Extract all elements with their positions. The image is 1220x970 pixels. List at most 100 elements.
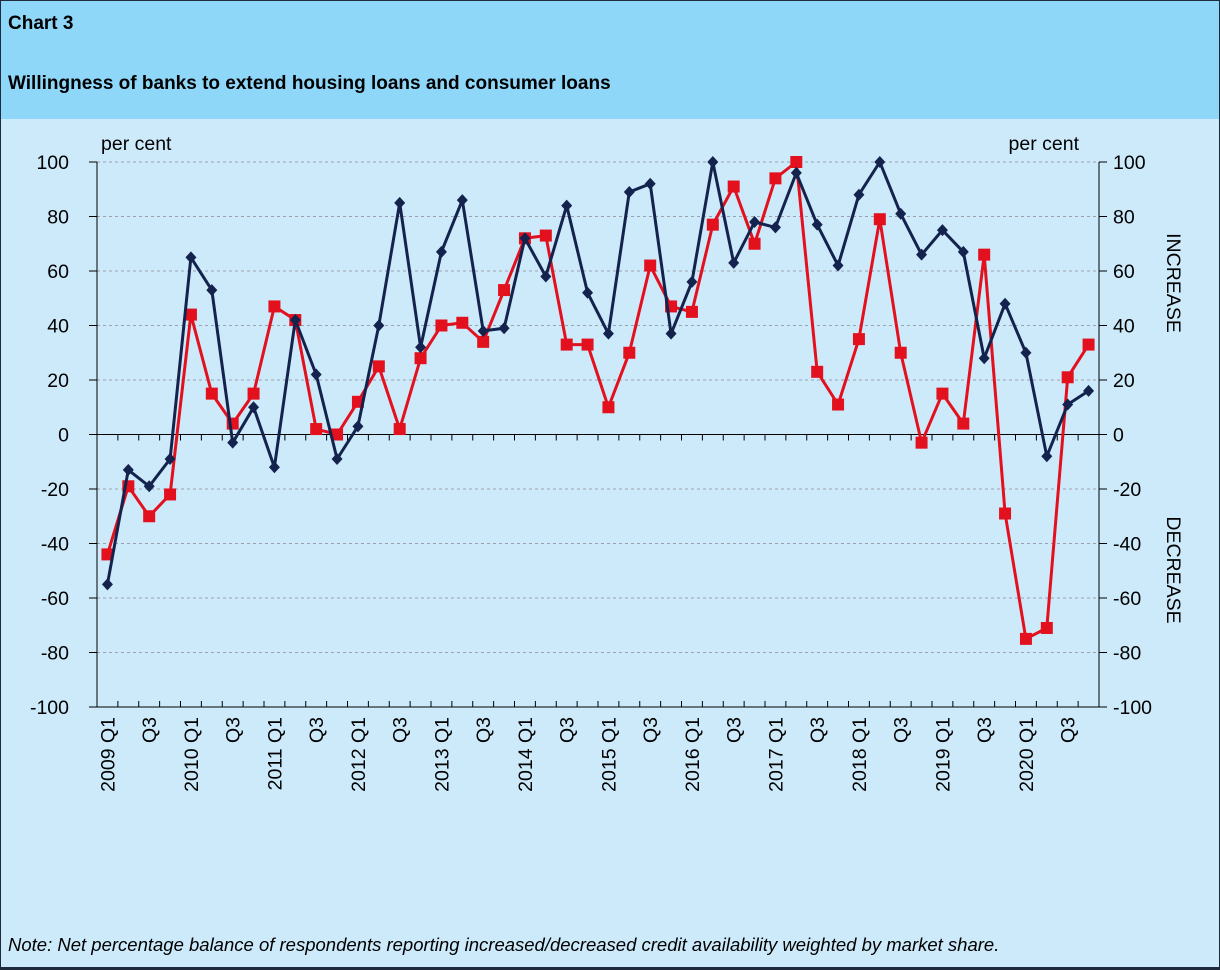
housing-loans-point [623,185,635,198]
x-tick-label: 2018 Q1 [849,717,871,792]
consumer-loans-point [539,229,552,242]
y-tick-label-left: 0 [58,425,69,447]
housing-loans-point [978,352,990,365]
x-tick-label: 2019 Q1 [932,717,954,792]
consumer-loans-point [477,335,490,348]
y-tick-label-right: 80 [1113,207,1135,229]
consumer-loans-line [105,160,1090,641]
housing-loans-point [540,270,552,283]
housing-loans-point [435,245,447,258]
housing-loans-point [268,461,280,474]
x-tick-label: Q3 [891,717,913,743]
consumer-loans-point [268,300,281,313]
housing-loans-point [248,401,260,414]
consumer-loans-point [143,510,156,523]
consumer-loans-point [748,237,761,250]
consumer-loans-point [644,259,657,272]
housing-loans-point [665,327,677,340]
consumer-loans-point [936,387,949,400]
y-tick-label-right: -80 [1113,643,1141,665]
x-tick-label: Q3 [974,717,996,743]
y-tick-label-right: -40 [1113,534,1141,556]
x-tick-label: 2012 Q1 [348,717,370,792]
consumer-loans-point [727,180,740,193]
consumer-loans-point [435,319,448,332]
housing-loans-point [373,319,385,332]
housing-loans-point [456,194,468,207]
x-tick-label: 2009 Q1 [97,717,119,792]
housing-loans-point [227,436,239,449]
housing-loans-point [310,368,322,381]
consumer-loans-point [1061,371,1074,384]
consumer-loans-point [1040,621,1053,634]
housing-loans-point [936,224,948,237]
y-tick-label-right: 20 [1113,370,1135,392]
y-tick-label-left: 80 [47,207,69,229]
x-tick-label: Q3 [390,717,412,743]
consumer-loans-point [873,213,886,226]
y-tick-label-right: -100 [1113,697,1152,719]
y-tick-label-left: 100 [36,152,69,174]
consumer-loans-point [164,488,177,501]
x-tick-label: 2013 Q1 [431,717,453,792]
consumer-loans-point [978,248,991,261]
y-tick-label-left: 40 [47,316,69,338]
housing-loans-point [561,199,573,212]
x-tick-label: Q3 [223,717,245,743]
consumer-loans-point [331,428,344,441]
y-axis-unit-left: per cent [101,133,172,155]
housing-loans-line [105,160,1090,585]
y-tick-label-left: 20 [47,370,69,392]
y-tick-label-right: 0 [1113,425,1124,447]
housing-loans-point [143,480,155,493]
x-tick-label: 2016 Q1 [682,717,704,792]
consumer-loans-point [101,548,114,561]
x-tick-label: Q3 [1058,717,1080,743]
y-tick-label-left: -40 [41,534,69,556]
housing-loans-point [769,221,781,234]
y-axis-unit-right: per cent [1009,133,1080,155]
housing-loans-point [874,156,886,168]
consumer-loans-point [414,352,427,365]
y-tick-label-left: -100 [30,697,69,719]
y-tick-label-right: 100 [1113,152,1146,174]
y-tick-label-left: -80 [41,643,69,665]
x-tick-label: Q3 [724,717,746,743]
y-tick-label-left: 60 [47,261,69,283]
housing-loans-point [352,420,364,433]
housing-loans-point [832,259,844,272]
consumer-loans-point [205,387,218,400]
housing-loans-point [498,322,510,335]
y-tick-label-right: -20 [1113,479,1141,501]
housing-loans-point [749,215,761,228]
consumer-loans-point [310,423,323,436]
chart-title: Willingness of banks to extend housing l… [8,73,611,94]
housing-loans-point [957,245,969,258]
consumer-loans-point [372,360,385,373]
chart-label: Chart 3 [8,13,74,34]
housing-loans-point [644,177,656,190]
housing-loans-point [728,256,740,269]
consumer-loans-point [602,401,615,414]
x-tick-label: Q3 [139,717,161,743]
housing-loans-point [519,232,531,245]
housing-loans-point [602,327,614,340]
y-tick-label-right: -60 [1113,588,1141,610]
housing-loans-point [1083,384,1095,397]
consumer-loans-point [1019,632,1032,645]
line-chart: 100 100 80 80 60 60 40 40 20 20 0 0 -20 -20 -40 -40 -60 -… [30,133,1184,792]
x-tick-label: 2011 Q1 [264,717,286,790]
housing-loans-point [811,218,823,231]
housing-loans-point [686,275,698,288]
consumer-loans-point [685,305,698,318]
x-tick-label: 2017 Q1 [765,717,787,792]
housing-loans-point [1062,398,1074,411]
housing-loans-point [331,453,343,466]
housing-loans-point [582,286,594,299]
housing-loans-point [122,463,134,476]
housing-loans-point [101,578,113,591]
housing-loans-point [1041,450,1053,463]
chart-note: Note: Net percentage balance of responde… [8,934,1000,955]
housing-loans-point [477,324,489,337]
consumer-loans-point [184,308,197,321]
